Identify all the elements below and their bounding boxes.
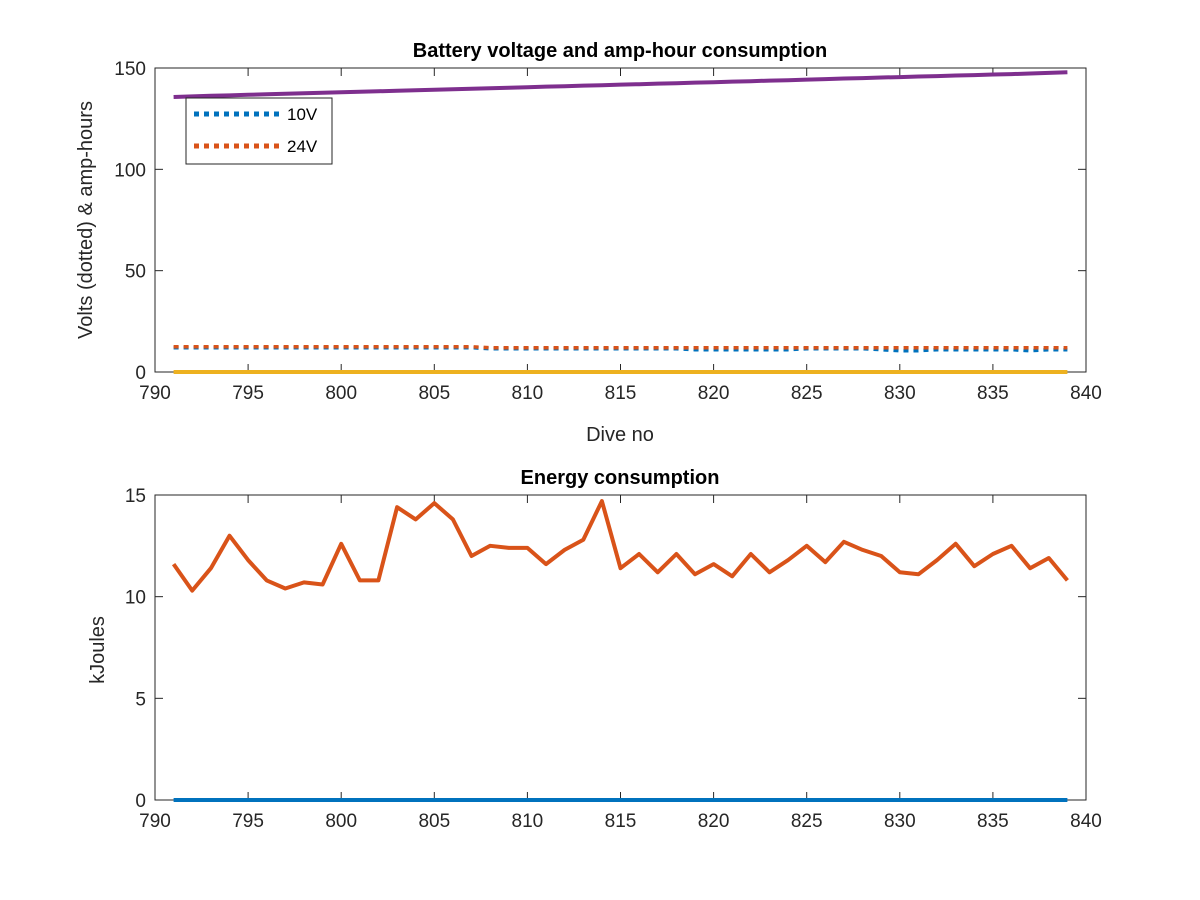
x-tick-label: 805 <box>418 811 450 832</box>
series-amp-hours-line <box>173 70 1068 99</box>
voltage-chart-legend: 10V 24V <box>185 97 333 165</box>
x-tick-label: 830 <box>884 811 916 832</box>
y-tick-label: 5 <box>135 689 146 710</box>
x-tick-label: 815 <box>605 383 637 404</box>
x-tick-label: 830 <box>884 383 916 404</box>
voltage-chart-ylabel: Volts (dotted) & amp-hours <box>75 101 97 339</box>
voltage-chart-title: Battery voltage and amp-hour consumption <box>413 40 827 62</box>
x-tick-label: 805 <box>418 383 450 404</box>
axes-box <box>154 494 1087 801</box>
voltage-chart-xlabel: Dive no <box>586 424 654 446</box>
series-24v-line <box>173 344 1068 350</box>
x-tick-label: 825 <box>791 383 823 404</box>
voltage-chart: Battery voltage and amp-hour consumption… <box>75 40 1102 446</box>
x-tick-label: 820 <box>698 811 730 832</box>
legend-box <box>185 97 333 165</box>
x-tick-label: 795 <box>232 383 264 404</box>
x-tick-label: 840 <box>1070 383 1102 404</box>
x-tick-label: 800 <box>325 383 357 404</box>
x-tick-label: 790 <box>139 811 171 832</box>
axes-box <box>154 67 1087 373</box>
x-tick-label: 810 <box>512 811 544 832</box>
x-tick-label: 800 <box>325 811 357 832</box>
series-10v-line <box>173 345 1068 353</box>
y-tick-label: 100 <box>114 160 146 181</box>
legend-label-24v: 24V <box>287 137 318 156</box>
y-tick-label: 150 <box>114 59 146 80</box>
x-tick-label: 815 <box>605 811 637 832</box>
x-tick-label: 810 <box>512 383 544 404</box>
series-energy-line <box>171 499 1069 593</box>
voltage-chart-plot-area: 790 795 800 805 810 815 820 825 830 835 840 0 50 100 1… <box>114 59 1102 404</box>
x-tick-label: 835 <box>977 383 1009 404</box>
x-tick-label: 825 <box>791 811 823 832</box>
x-tick-label: 820 <box>698 383 730 404</box>
y-tick-label: 10 <box>125 588 146 609</box>
y-tick-label: 15 <box>125 486 146 507</box>
y-tick-label: 0 <box>135 791 146 812</box>
x-tick-label: 835 <box>977 811 1009 832</box>
legend-label-10v: 10V <box>287 105 318 124</box>
energy-chart: Energy consumption kJoules 790 795 800 805 8… <box>87 467 1102 832</box>
energy-chart-title: Energy consumption <box>521 467 720 489</box>
energy-chart-plot-area: 790 795 800 805 810 815 820 825 830 835 840 0 5 10 15 <box>125 486 1102 832</box>
x-tick-label: 790 <box>139 383 171 404</box>
energy-chart-ylabel: kJoules <box>87 616 109 684</box>
y-tick-label: 50 <box>125 262 146 283</box>
y-tick-label: 0 <box>135 363 146 384</box>
x-tick-label: 840 <box>1070 811 1102 832</box>
x-tick-label: 795 <box>232 811 264 832</box>
